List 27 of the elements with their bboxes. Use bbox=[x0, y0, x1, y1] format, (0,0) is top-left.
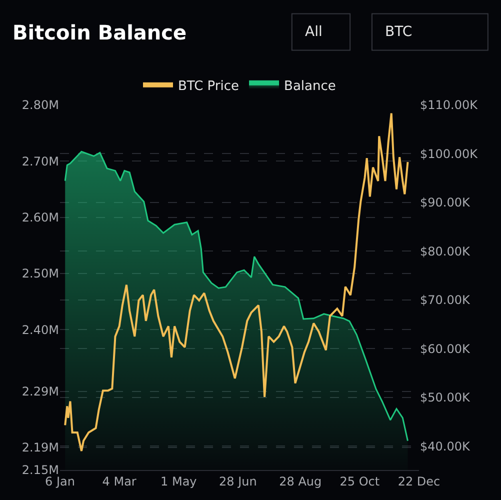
y2-tick-label: $90.00K bbox=[420, 196, 471, 210]
y2-tick-label: $70.00K bbox=[420, 293, 471, 308]
y2-tick-label: $50.00K bbox=[420, 390, 471, 405]
y-tick-label: 2.29M bbox=[22, 384, 59, 399]
y-tick-label: 2.80M bbox=[22, 98, 59, 112]
legend-label: BTC Price bbox=[178, 78, 240, 94]
y-tick-label: 2.50M bbox=[22, 266, 59, 281]
text: All bbox=[305, 24, 322, 40]
y2-tick-label: $100.00K bbox=[420, 146, 479, 161]
y2-tick-label: $80.00K bbox=[420, 244, 471, 258]
y-tick-label: 2.40M bbox=[22, 322, 59, 337]
chart-title: Bitcoin Balance bbox=[12, 20, 187, 44]
x-tick-label: 4 Mar bbox=[102, 474, 136, 488]
y2-tick-label: $60.00K bbox=[420, 342, 471, 356]
y-tick-label: 2.19M bbox=[22, 440, 59, 455]
x-tick-label: 28 Jun bbox=[219, 474, 257, 488]
y2-tick-label: $40.00K bbox=[420, 439, 471, 454]
x-tick-label: 22 Dec bbox=[398, 474, 440, 488]
y2-tick-label: $110.00K bbox=[420, 98, 479, 112]
text: BTC bbox=[385, 24, 412, 40]
y-tick-label: 2.70M bbox=[22, 154, 59, 168]
y-tick-label: 2.60M bbox=[22, 210, 59, 225]
x-tick-label: 1 May bbox=[160, 474, 197, 488]
line-series bbox=[64, 112, 409, 452]
x-tick-label: 28 Aug bbox=[279, 474, 322, 488]
x-tick-label: 25 Oct bbox=[340, 474, 380, 488]
legend-label: Balance bbox=[284, 78, 336, 94]
